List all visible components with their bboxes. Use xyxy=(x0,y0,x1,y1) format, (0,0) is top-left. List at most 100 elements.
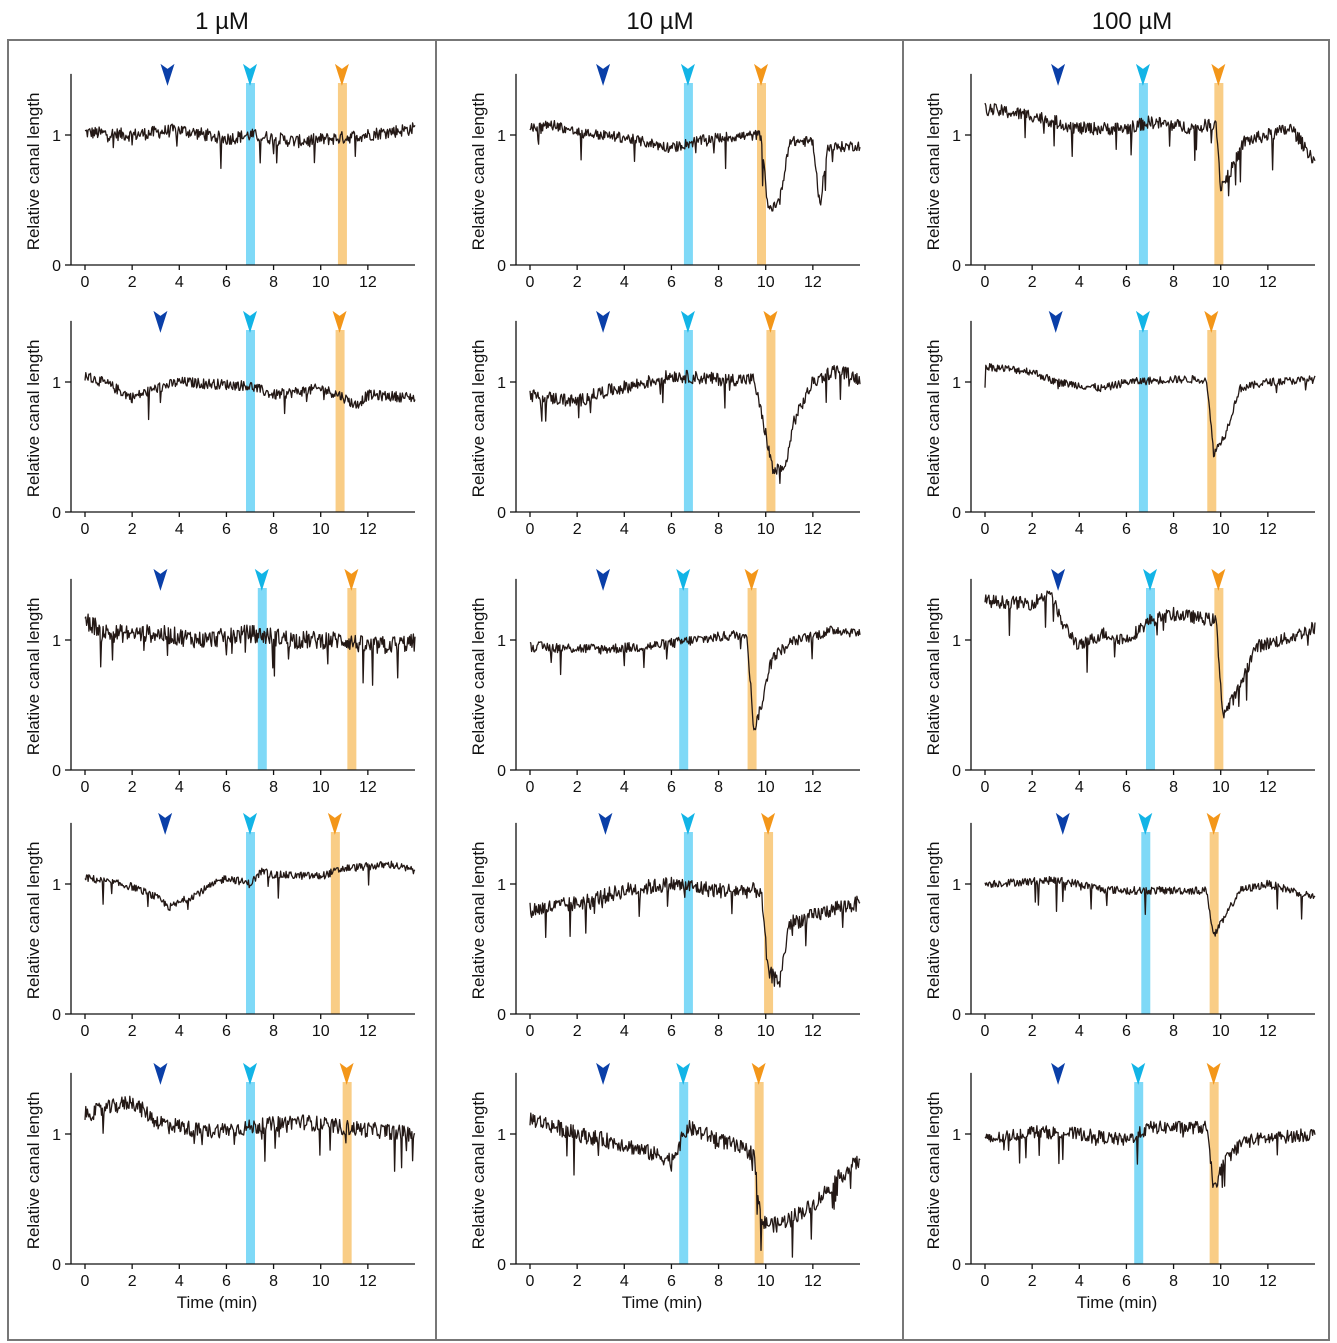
x-tick-label: 2 xyxy=(128,1273,137,1290)
cyan-stimulus-bar xyxy=(257,588,267,770)
blue-arrowhead-icon xyxy=(1051,1062,1066,1085)
y-tick-label: 1 xyxy=(52,1127,61,1144)
orange-arrowhead-icon xyxy=(1204,310,1219,333)
y-tick-label: 1 xyxy=(52,128,61,145)
orange-stimulus-bar xyxy=(1214,588,1224,770)
cyan-stimulus-bar xyxy=(1138,83,1148,265)
x-tick-label: 6 xyxy=(667,274,676,291)
y-axis-label: Relative canal length xyxy=(24,1091,43,1249)
x-tick-label: 12 xyxy=(1259,521,1277,538)
x-tick-label: 2 xyxy=(573,779,582,796)
cyan-stimulus-bar xyxy=(246,832,255,1014)
canal-length-trace xyxy=(529,364,861,485)
x-tick-label: 2 xyxy=(1028,521,1037,538)
y-tick-label: 0 xyxy=(497,763,506,780)
x-tick-label: 0 xyxy=(526,521,535,538)
x-tick-label: 0 xyxy=(81,779,90,796)
x-tick-label: 4 xyxy=(175,521,184,538)
x-tick-label: 10 xyxy=(312,779,330,796)
y-tick-label: 1 xyxy=(52,375,61,392)
x-tick-label: 12 xyxy=(804,521,822,538)
x-tick-label: 10 xyxy=(757,1023,775,1040)
orange-arrowhead-icon xyxy=(761,812,776,835)
x-tick-label: 8 xyxy=(1169,1273,1178,1290)
y-tick-label: 0 xyxy=(952,1007,961,1024)
orange-arrowhead-icon xyxy=(1211,568,1226,591)
x-tick-label: 6 xyxy=(222,1023,231,1040)
x-tick-label: 6 xyxy=(1122,779,1131,796)
cyan-stimulus-bar xyxy=(1146,588,1155,770)
cyan-arrowhead-icon xyxy=(680,63,695,86)
x-tick-label: 4 xyxy=(1075,274,1084,291)
x-tick-label: 10 xyxy=(757,521,775,538)
cyan-stimulus-bar xyxy=(1141,832,1151,1014)
cyan-arrowhead-icon xyxy=(1138,812,1153,835)
orange-stimulus-bar xyxy=(747,588,757,770)
x-tick-label: 0 xyxy=(526,1023,535,1040)
x-tick-label: 8 xyxy=(1169,779,1178,796)
orange-arrowhead-icon xyxy=(763,310,778,333)
y-tick-label: 0 xyxy=(52,763,61,780)
orange-stimulus-bar xyxy=(337,83,347,265)
y-axis-label: Relative canal length xyxy=(469,92,488,250)
blue-arrowhead-icon xyxy=(596,63,611,86)
blue-arrowhead-icon xyxy=(153,568,168,591)
x-tick-label: 12 xyxy=(359,1273,377,1290)
column-frame-0 xyxy=(7,39,437,1341)
x-tick-label: 12 xyxy=(359,779,377,796)
y-tick-label: 1 xyxy=(952,877,961,894)
column-title-10uM: 10 µM xyxy=(626,8,694,35)
y-tick-label: 0 xyxy=(52,1007,61,1024)
x-tick-label: 2 xyxy=(573,1023,582,1040)
canal-length-trace xyxy=(984,363,1316,458)
x-tick-label: 8 xyxy=(714,779,723,796)
canal-length-trace xyxy=(529,1112,861,1258)
x-tick-label: 12 xyxy=(1259,1023,1277,1040)
blue-arrowhead-icon xyxy=(1048,310,1063,333)
y-axis-label: Relative canal length xyxy=(924,841,943,999)
canal-length-trace xyxy=(529,876,861,988)
y-tick-label: 0 xyxy=(52,258,61,275)
x-tick-label: 0 xyxy=(981,274,990,291)
x-tick-label: 0 xyxy=(81,274,90,291)
orange-arrowhead-icon xyxy=(1211,63,1226,86)
cyan-stimulus-bar xyxy=(679,1082,689,1264)
y-axis-label: Relative canal length xyxy=(469,841,488,999)
canal-length-trace xyxy=(84,371,416,421)
x-tick-label: 6 xyxy=(222,1273,231,1290)
y-tick-label: 0 xyxy=(497,1007,506,1024)
y-axis-label: Relative canal length xyxy=(924,1091,943,1249)
x-tick-label: 8 xyxy=(1169,274,1178,291)
cyan-arrowhead-icon xyxy=(243,1062,257,1085)
cyan-arrowhead-icon xyxy=(676,1062,691,1085)
orange-arrowhead-icon xyxy=(344,568,359,591)
x-tick-label: 12 xyxy=(359,274,377,291)
orange-arrowhead-icon xyxy=(1206,1062,1221,1085)
x-tick-label: 0 xyxy=(526,1273,535,1290)
y-tick-label: 0 xyxy=(952,258,961,275)
x-tick-label: 10 xyxy=(757,274,775,291)
x-tick-label: 6 xyxy=(1122,1023,1131,1040)
cyan-arrowhead-icon xyxy=(1135,310,1150,333)
x-tick-label: 0 xyxy=(981,1023,990,1040)
x-tick-label: 12 xyxy=(804,274,822,291)
orange-arrowhead-icon xyxy=(744,568,759,591)
canal-length-trace xyxy=(984,590,1316,719)
orange-stimulus-bar xyxy=(766,330,776,512)
x-tick-label: 10 xyxy=(1212,1273,1230,1290)
x-tick-label: 4 xyxy=(620,521,629,538)
blue-arrowhead-icon xyxy=(158,812,173,835)
canal-length-trace xyxy=(984,875,1316,937)
blue-arrowhead-icon xyxy=(596,568,611,591)
blue-arrowhead-icon xyxy=(153,1062,168,1085)
